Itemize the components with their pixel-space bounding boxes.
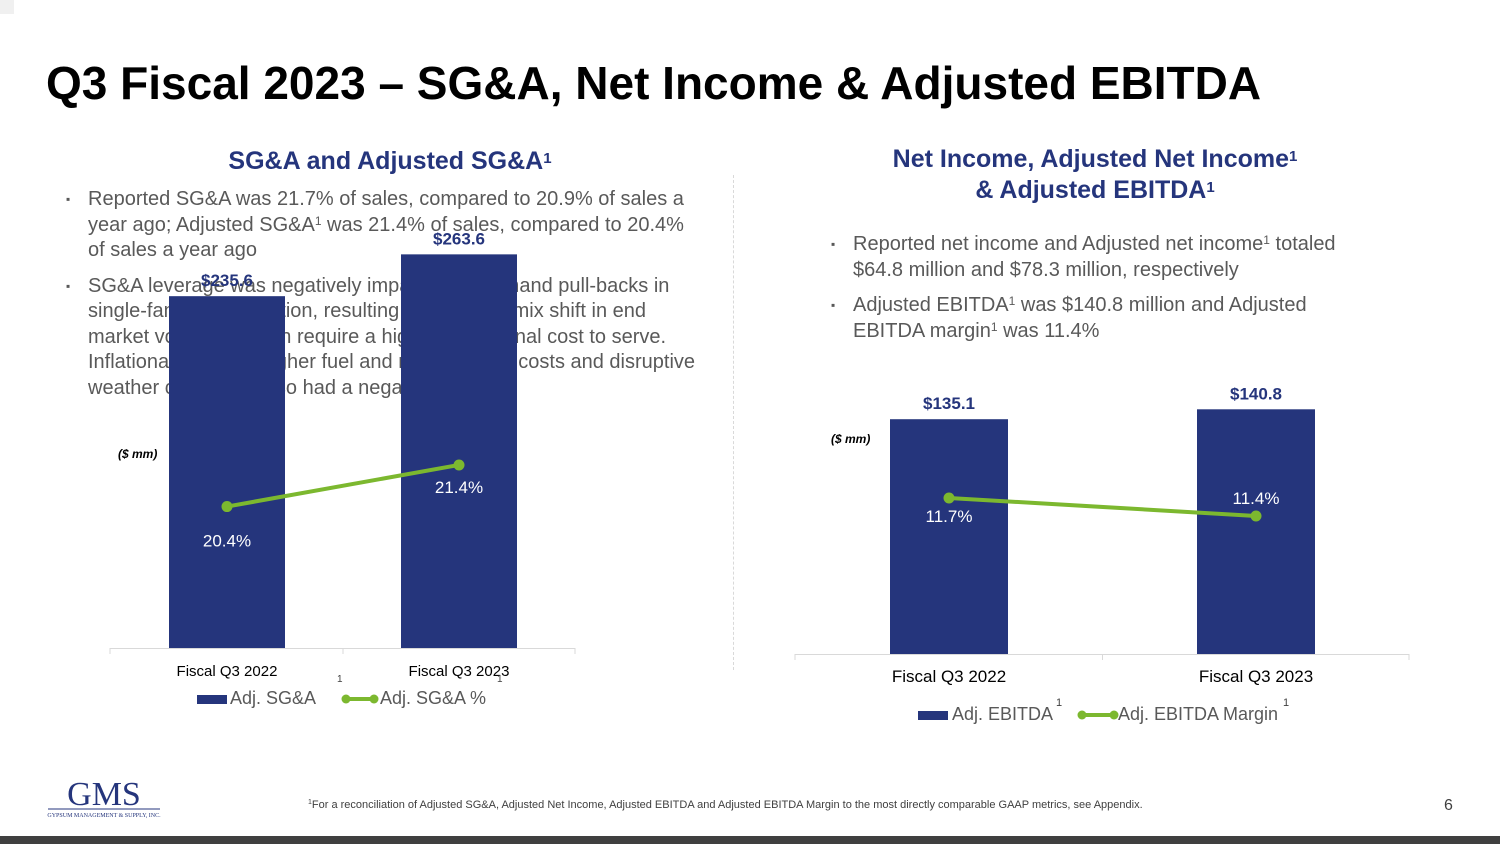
right-bullet-2: Adjusted EBITDA1 was $140.8 million and …	[831, 293, 1371, 344]
chart-1-legend-line-dot	[341, 694, 351, 704]
chart-2-legend-bar-label: Adj. EBITDA	[952, 704, 1053, 724]
chart-1-line-label: 20.4%	[203, 532, 251, 551]
corner-mark	[0, 0, 14, 14]
chart-2-category-label: Fiscal Q3 2022	[892, 667, 1006, 686]
left-heading: SG&A and Adjusted SG&A1	[120, 146, 660, 177]
right-bullet-1: Reported net income and Adjusted net inc…	[831, 232, 1371, 283]
chart-2-legend-bar-swatch	[918, 711, 948, 720]
chart-1-bar	[169, 296, 285, 648]
chart-2-legend-line-dot	[1077, 710, 1087, 720]
logo-subtext: GYPSUM MANAGEMENT & SUPPLY, INC.	[47, 813, 161, 819]
chart-1-legend-line-label: Adj. SG&A %	[380, 688, 486, 708]
chart-1-legend-bar-swatch	[197, 695, 227, 704]
left-heading-sup: 1	[543, 150, 552, 167]
right-heading-line-2: & Adjusted EBITDA1	[820, 175, 1370, 206]
left-bullet-1: Reported SG&A was 21.7% of sales, compar…	[66, 187, 706, 264]
chart-2-category-label: Fiscal Q3 2023	[1199, 667, 1313, 686]
right-bullet-2-sup-2: 1	[990, 319, 998, 334]
right-heading-line-2-text: & Adjusted EBITDA	[975, 176, 1207, 204]
right-heading-line-1: Net Income, Adjusted Net Income1	[820, 144, 1370, 175]
left-heading-text: SG&A and Adjusted SG&A	[228, 147, 544, 175]
left-bullet-1-sup: 1	[314, 213, 322, 228]
footnote-mark: 1	[308, 799, 312, 806]
page-number: 6	[1444, 797, 1453, 814]
chart-2-legend-line-label: Adj. EBITDA Margin	[1118, 704, 1278, 724]
right-bullet-1-text-a: Reported net income and Adjusted net inc…	[853, 233, 1264, 255]
chart-1-category-sup: 1	[337, 674, 343, 685]
right-heading-line-1-text: Net Income, Adjusted Net Income	[892, 145, 1290, 173]
chart-2-series-line	[948, 496, 1257, 518]
slide-title: Q3 Fiscal 2023 – SG&A, Net Income & Adju…	[46, 57, 1262, 109]
chart-1-series-line	[226, 462, 460, 509]
chart-1-category-label: Fiscal Q3 2023	[409, 663, 510, 680]
chart-2-legend-line-sup: 1	[1283, 697, 1289, 709]
left-bullet-1-text-a: Reported SG&A was 21.7% of sales, compar…	[88, 188, 684, 236]
chart-1-line-point	[453, 459, 465, 471]
chart-1-line-label: 21.4%	[435, 478, 483, 497]
chart-2-legend-bar-sup: 1	[1056, 697, 1062, 709]
right-bullet-2-text-b: was $140.8 million and Adjusted EBITDA m…	[853, 294, 1307, 342]
right-bullet-2-sup-1: 1	[1008, 294, 1016, 308]
chart-1-line-point	[221, 501, 233, 513]
chart-1-bar-label: $235.6	[201, 271, 253, 290]
chart-2-line-label: 11.4%	[1233, 489, 1280, 508]
section-divider	[733, 175, 734, 670]
right-bullet-2-text-a: Adjusted EBITDA	[853, 294, 1009, 316]
bottom-bar	[0, 836, 1500, 844]
gms-logo: GMS GYPSUM MANAGEMENT & SUPPLY, INC.	[47, 776, 161, 819]
right-bullet-2-text-c: was 11.4%	[997, 319, 1100, 342]
footnote: 1For a reconciliation of Adjusted SG&A, …	[308, 799, 1143, 811]
right-heading: Net Income, Adjusted Net Income1 & Adjus…	[820, 144, 1370, 206]
chart-2-bar	[890, 419, 1008, 654]
chart-2-line-point	[1250, 510, 1262, 522]
chart-1-legend-line-dot	[369, 694, 379, 704]
right-bullet-1-sup: 1	[1263, 233, 1270, 247]
right-bullet-1-text-b: totaled $64.8 million and $78.3 million,…	[853, 233, 1336, 281]
chart-1-category-sup: 1	[497, 674, 503, 685]
logo-text: GMS	[67, 776, 141, 813]
chart-2-line-label: 11.7%	[926, 507, 973, 526]
right-heading-line-1-sup: 1	[1289, 148, 1298, 165]
chart-1-category-label: Fiscal Q3 2022	[177, 663, 278, 680]
right-heading-line-2-sup: 1	[1206, 179, 1215, 196]
chart-2-line-point	[943, 492, 955, 504]
left-bullet-1-text-b: was 21.4% of sales, compared to 20.4% of…	[88, 213, 684, 262]
chart-2-bar-label: $135.1	[923, 394, 975, 413]
chart-1-legend-bar-label: Adj. SG&A	[230, 688, 316, 708]
footnote-text: For a reconciliation of Adjusted SG&A, A…	[311, 799, 1143, 811]
chart-1-bar	[401, 254, 517, 648]
right-bullet-list: Reported net income and Adjusted net inc…	[831, 232, 1371, 354]
chart-2-legend-line-dot	[1109, 710, 1119, 720]
chart-1-bar-label: $263.6	[433, 229, 485, 248]
chart-2-bar	[1197, 409, 1315, 654]
chart-2-bar-label: $140.8	[1230, 384, 1282, 403]
chart-1-units-note: ($ mm)	[118, 447, 157, 461]
chart-2-units-note: ($ mm)	[831, 432, 870, 446]
